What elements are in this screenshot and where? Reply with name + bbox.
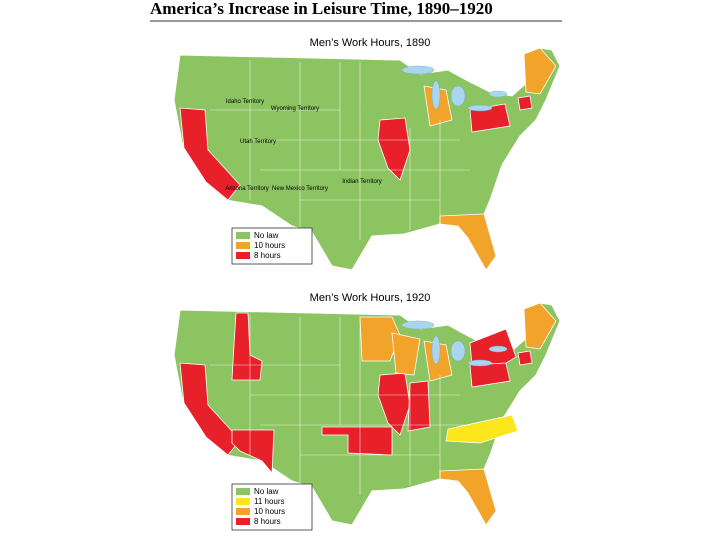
- legend-label: No law: [254, 487, 279, 496]
- state-region: [321, 426, 393, 456]
- territory-label: Idaho Territory: [226, 99, 264, 105]
- territory-label: New Mexico Territory: [272, 186, 328, 192]
- territory-label: Arizona Territory: [225, 186, 269, 192]
- legend-label: No law: [254, 231, 279, 240]
- state-borders: [210, 315, 470, 495]
- state-region: [231, 312, 263, 381]
- lake: [431, 335, 441, 365]
- lake: [431, 80, 441, 110]
- territory-label: Wyoming Territory: [271, 106, 319, 112]
- map-title: Men’s Work Hours, 1890: [310, 37, 431, 49]
- legend-swatch: [236, 488, 250, 495]
- state-region: [445, 414, 519, 444]
- legend-swatch: [236, 252, 250, 259]
- lake: [467, 104, 493, 112]
- lake: [488, 345, 508, 353]
- territory-label: Utah Territory: [240, 139, 276, 145]
- legend-label: 8 hours: [254, 517, 281, 526]
- legend-swatch: [236, 232, 250, 239]
- legend-label: 10 hours: [254, 241, 285, 250]
- lake: [401, 320, 435, 330]
- state-region: [517, 350, 533, 366]
- state-region: [439, 468, 497, 526]
- state-region: [391, 332, 421, 376]
- legend-swatch: [236, 498, 250, 505]
- lake: [467, 359, 493, 367]
- legend-label: 8 hours: [254, 251, 281, 260]
- page-title: America’s Increase in Leisure Time, 1890…: [150, 0, 493, 18]
- state-borders: [210, 60, 470, 240]
- legend-swatch: [236, 518, 250, 525]
- map: Men’s Work Hours, 1890 Idaho Territory Wyo…: [173, 37, 561, 271]
- map-title: Men’s Work Hours, 1920: [310, 292, 431, 304]
- state-region: [179, 107, 241, 201]
- state-region: [407, 380, 431, 432]
- state-region: [517, 95, 533, 111]
- state-region: [439, 213, 497, 271]
- lake: [450, 85, 466, 107]
- lake: [488, 90, 508, 98]
- lake: [401, 65, 435, 75]
- legend-swatch: [236, 508, 250, 515]
- legend-swatch: [236, 242, 250, 249]
- state-region: [179, 362, 241, 456]
- territory-label: Indian Territory: [342, 179, 382, 185]
- legend-label: 10 hours: [254, 507, 285, 516]
- legend-label: 11 hours: [254, 497, 285, 506]
- state-region: [231, 429, 275, 475]
- state-region: [523, 302, 557, 350]
- state-region: [523, 47, 557, 95]
- lake: [450, 340, 466, 362]
